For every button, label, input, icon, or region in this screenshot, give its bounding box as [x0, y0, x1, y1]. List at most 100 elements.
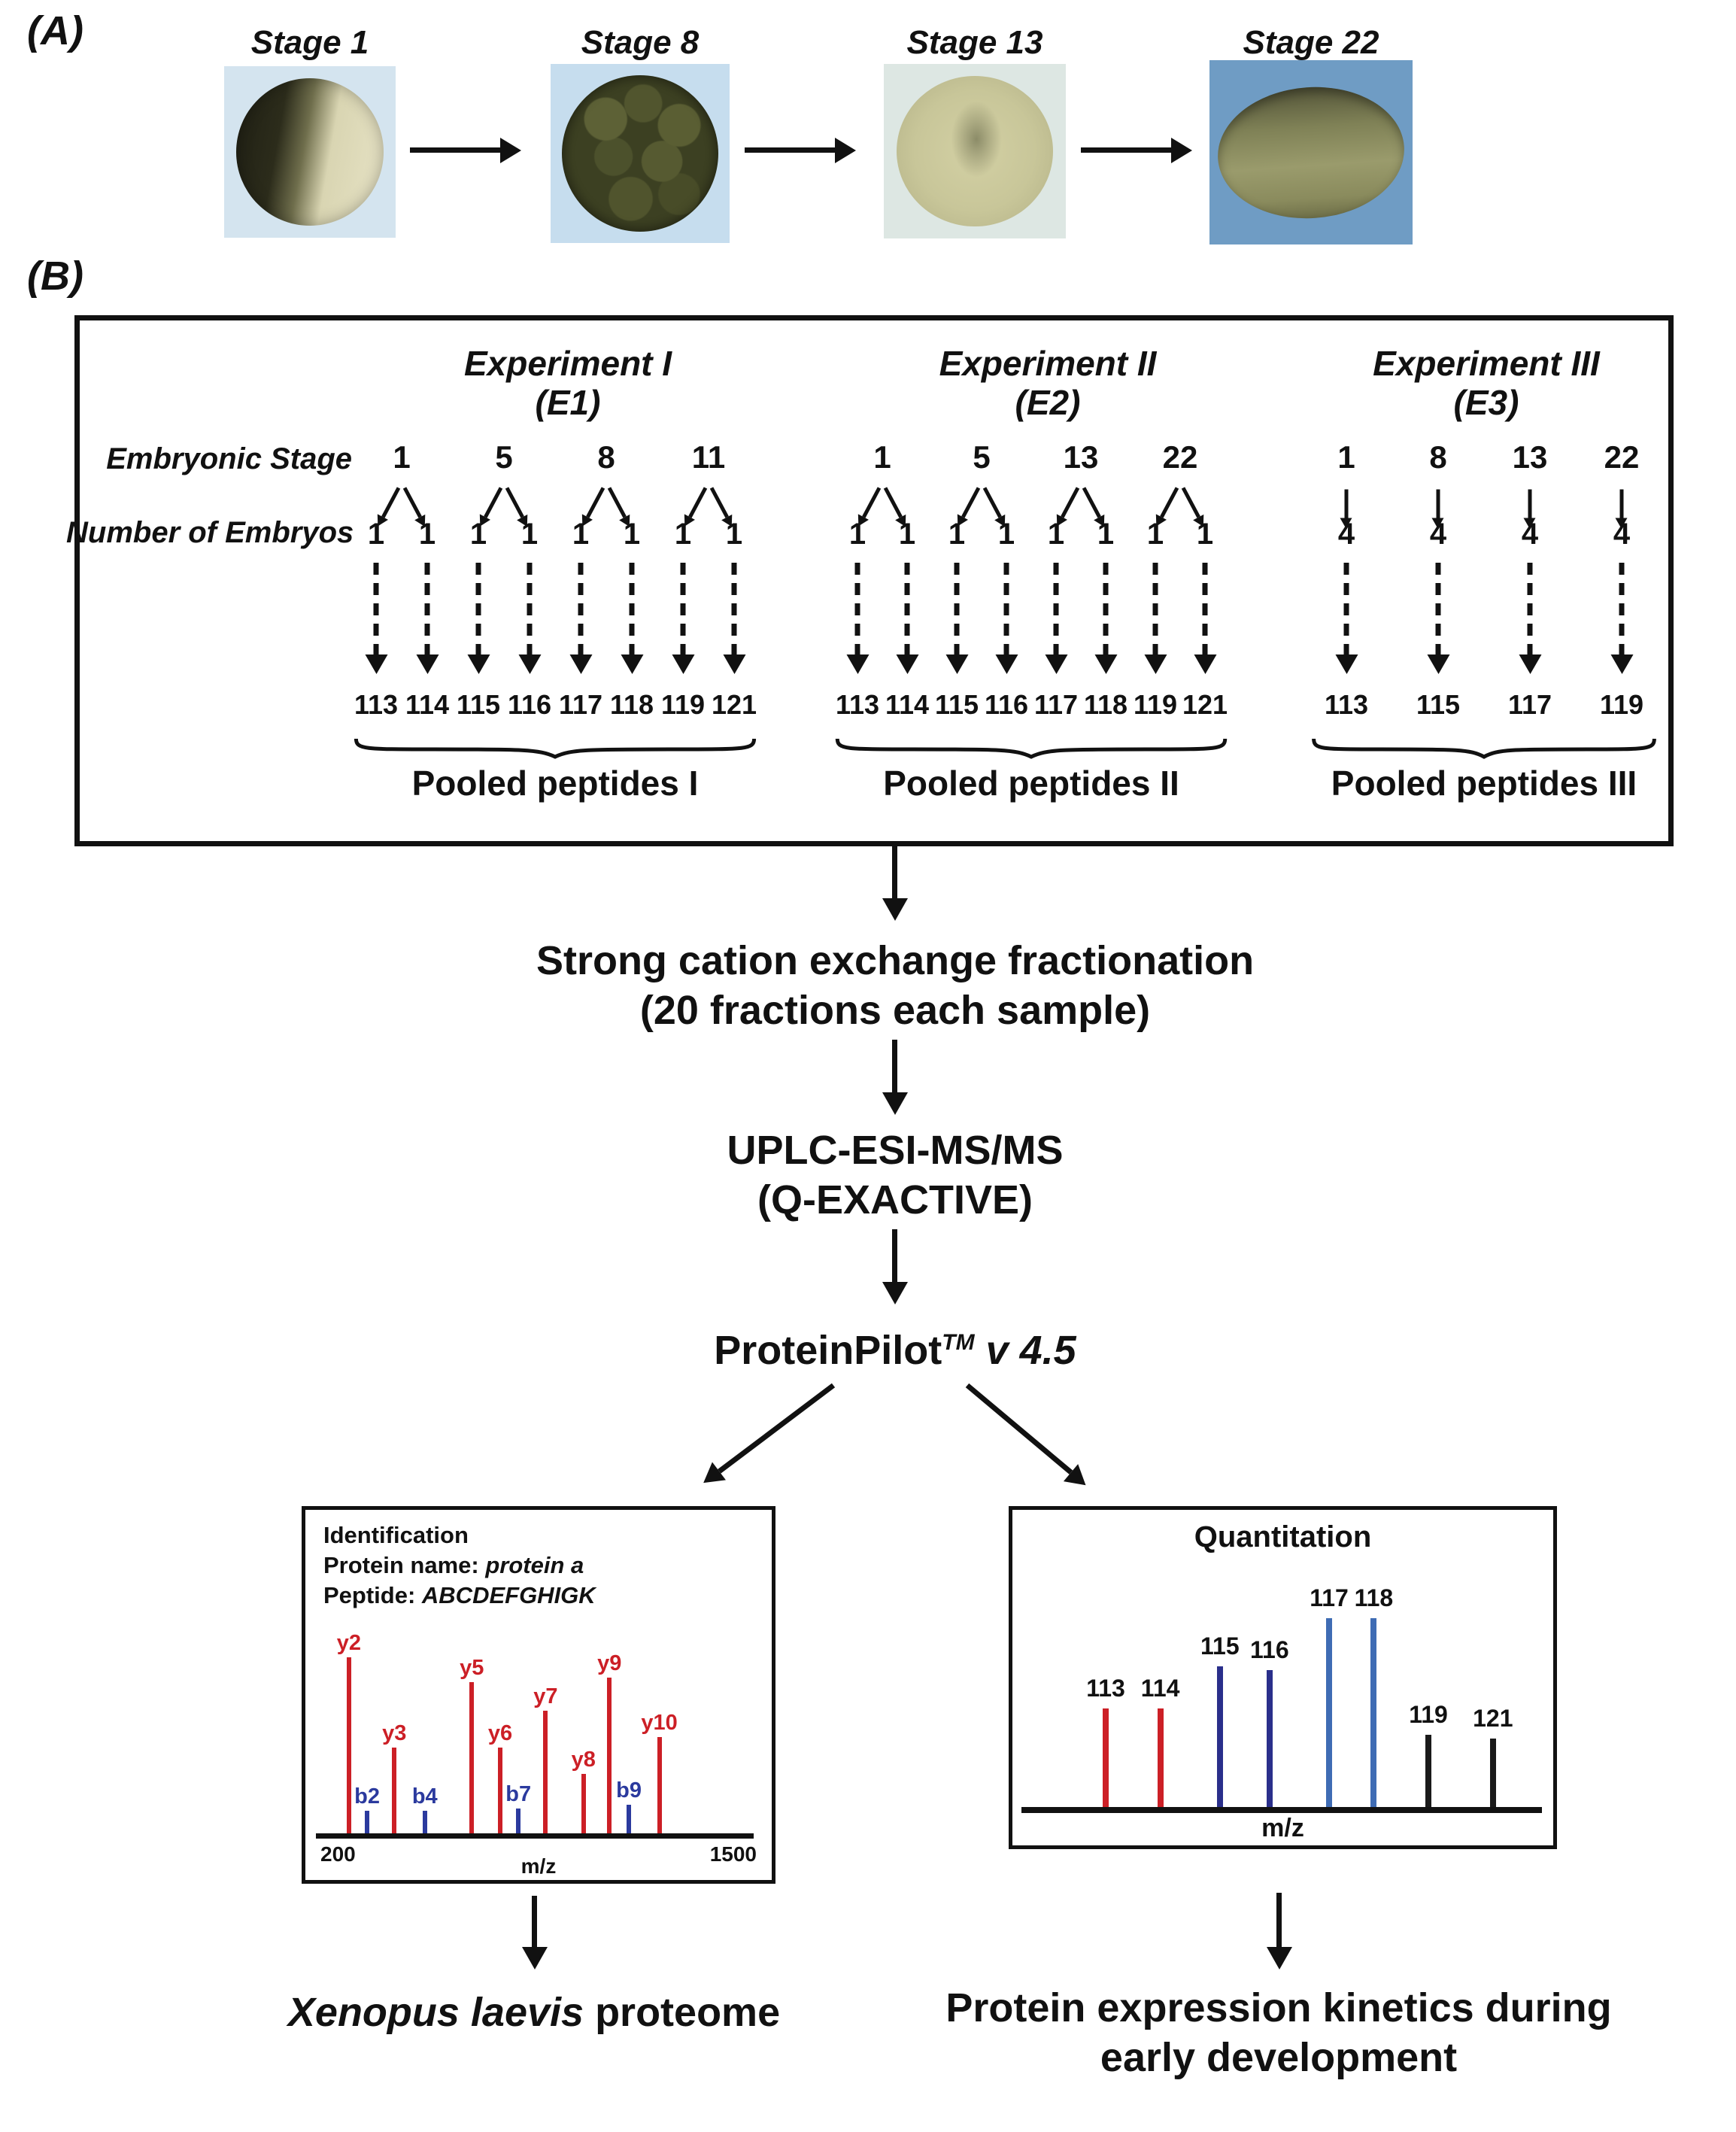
flow-arrow-icon: [892, 1229, 897, 1282]
dashed-flow-arrow-icon: [475, 563, 481, 654]
embryo-count: 4: [1613, 518, 1631, 551]
dashed-flow-arrow-icon: [1003, 563, 1009, 654]
ms2-peak-y9: y9: [597, 1651, 621, 1833]
stage-flow-arrow-icon: [1081, 147, 1171, 153]
ms2-peak-y6: y6: [488, 1721, 512, 1833]
ms2-peak-y3: y3: [382, 1721, 406, 1833]
dashed-flow-arrow-icon: [424, 563, 430, 654]
ms-line2: (Q-EXACTIVE): [757, 1177, 1033, 1222]
quantitation-box: Quantitation 113 114 115 116 117 118 119 121 m/…: [1009, 1506, 1557, 1849]
experiment-title: Experiment I: [463, 344, 672, 383]
embryo-count: 1: [469, 518, 487, 551]
reporter-ion-label: 113: [1086, 1675, 1125, 1702]
split-arrow-icon: [1528, 489, 1532, 518]
ms2-peak-label: b2: [354, 1784, 380, 1809]
ms2-peak-label: y8: [571, 1748, 596, 1772]
ms2-spectrum-plot: y2 b2 y3 b4 y5 y6 b7 y7 y8 y9 b9 y10: [328, 1629, 740, 1833]
stage-number: 13: [1512, 439, 1548, 475]
stage-number: 8: [1429, 439, 1447, 475]
scx-line2: (20 fractions each sample): [639, 988, 1151, 1033]
ms2-peak-y8: y8: [572, 1748, 596, 1833]
embryo-count: 1: [1047, 518, 1065, 551]
channel-number: 113: [1324, 689, 1369, 720]
embryo-stage-22-art: [1213, 80, 1409, 224]
reporter-ion-bar-114: 114: [1141, 1675, 1179, 1807]
axis-min-label: 200: [320, 1842, 356, 1866]
reporter-ion-label: 117: [1310, 1584, 1349, 1612]
stage-13-label: Stage 13: [906, 24, 1043, 61]
embryo-count: 1: [725, 518, 743, 551]
flow-arrow-icon: [892, 1040, 897, 1092]
ms2-peak-label: y7: [533, 1684, 558, 1708]
dashed-flow-arrow-icon: [1435, 563, 1441, 654]
reporter-ion-bar-118: 118: [1355, 1584, 1393, 1807]
reporter-ion-label: 114: [1140, 1675, 1180, 1702]
kinetics-output-label: Protein expression kinetics during early…: [933, 1983, 1625, 2082]
quant-spectrum-plot: 113 114 115 116 117 118 119 121: [1031, 1584, 1528, 1807]
ms2-peak-y5: y5: [460, 1656, 484, 1833]
kinetics-line2: early development: [1100, 2035, 1458, 2080]
ms2-peak-b7: b7: [505, 1782, 531, 1833]
split-arrow-icon: [1619, 489, 1624, 518]
channel-number: 118: [609, 689, 654, 720]
number-of-embryos-row-label: Number of Embryos: [66, 516, 354, 549]
stage-number: 5: [973, 439, 991, 475]
identification-box: Identification Protein name: protein a P…: [302, 1506, 775, 1884]
dashed-flow-arrow-icon: [1103, 563, 1109, 654]
channel-number: 114: [405, 689, 450, 720]
ms2-peak-label: y10: [641, 1711, 678, 1736]
peptide-label: Peptide:: [323, 1582, 422, 1608]
reporter-ion-bar-115: 115: [1200, 1632, 1240, 1807]
embryo-count: 1: [418, 518, 436, 551]
experiment-design-box: [74, 315, 1674, 846]
software-name: ProteinPilot: [714, 1328, 942, 1373]
software-version: v 4.5: [974, 1328, 1076, 1373]
ms2-peak-label: y6: [487, 1720, 513, 1745]
pooled-peptides-label: Pooled peptides I: [411, 764, 699, 803]
embryo-stage-13-art: [897, 76, 1053, 226]
ms2-peak-b9: b9: [616, 1778, 642, 1833]
panel-a-label: (A): [27, 8, 83, 53]
experiment-subtitle: (E3): [1453, 383, 1519, 422]
stage-flow-arrow-icon: [410, 147, 500, 153]
embryo-stage-8-art: [562, 75, 718, 232]
reporter-ion-bar-116: 116: [1250, 1636, 1289, 1807]
dashed-flow-arrow-icon: [680, 563, 686, 654]
stage-number: 11: [691, 439, 726, 475]
dashed-flow-arrow-icon: [527, 563, 533, 654]
stage-8-label: Stage 8: [581, 24, 700, 61]
stage-number: 1: [1337, 439, 1355, 475]
pooled-peptides-label: Pooled peptides III: [1331, 764, 1637, 803]
dashed-flow-arrow-icon: [1343, 563, 1349, 654]
channel-number: 116: [984, 689, 1029, 720]
channel-number: 114: [885, 689, 930, 720]
stage-number: 22: [1604, 439, 1640, 475]
channel-number: 121: [711, 689, 757, 720]
reporter-ion-label: 121: [1473, 1705, 1513, 1733]
scx-line1: Strong cation exchange fractionation: [536, 938, 1255, 983]
ms2-axis-line: [316, 1833, 754, 1839]
embryo-count: 1: [520, 518, 539, 551]
quantitation-title: Quantitation: [1194, 1520, 1372, 1553]
branch-arrow-left-icon: [718, 1383, 836, 1474]
scx-step-label: Strong cation exchange fractionation (20…: [519, 936, 1271, 1035]
ms-line1: UPLC-ESI-MS/MS: [727, 1128, 1064, 1173]
channel-number: 119: [1599, 689, 1644, 720]
embryo-count: 1: [848, 518, 866, 551]
ms2-peak-label: y2: [336, 1631, 362, 1656]
pooled-brace-icon: [352, 737, 758, 758]
reporter-ion-label: 118: [1354, 1584, 1394, 1612]
flow-arrow-icon: [532, 1896, 537, 1947]
branch-arrow-right-icon: [965, 1383, 1073, 1474]
experiment-title: Experiment III: [1373, 344, 1600, 383]
embryo-count: 1: [1146, 518, 1164, 551]
channel-number: 121: [1182, 689, 1228, 720]
dashed-flow-arrow-icon: [1152, 563, 1158, 654]
reporter-ion-bar-117: 117: [1310, 1584, 1349, 1807]
protein-name-value: protein a: [485, 1552, 584, 1578]
split-arrow-icon: [1344, 489, 1349, 518]
embryo-count: 1: [997, 518, 1015, 551]
experiment-title: Experiment II: [939, 344, 1157, 383]
embryo-stage-22-image: [1209, 60, 1413, 244]
